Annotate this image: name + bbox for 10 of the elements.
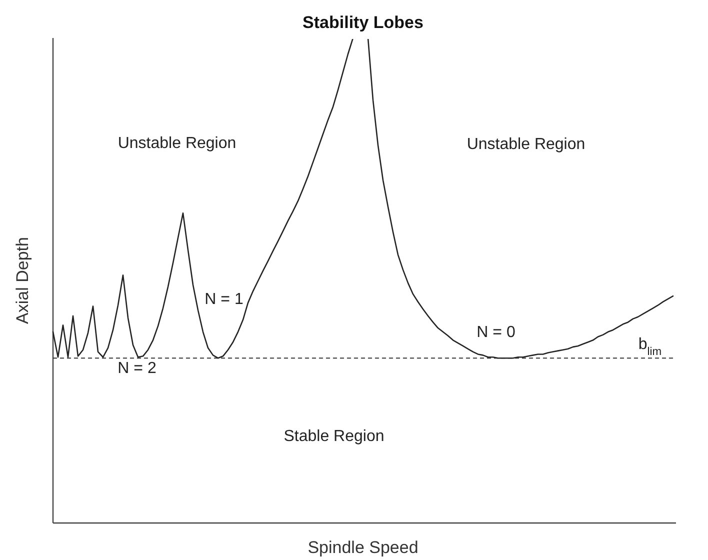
annotation: N = 0 [476, 324, 516, 341]
annotation: Unstable Region [466, 136, 586, 153]
annotation: Stable Region [284, 428, 384, 445]
chart-title: Stability Lobes [302, 13, 424, 32]
y-axis-title: Axial Depth [13, 237, 32, 324]
annotation: Unstable Region [118, 135, 236, 152]
ref-line-label: b$_{lim}$ [638, 336, 662, 358]
x-axis-title: Spindle Speed [308, 538, 418, 557]
annotation: N = 2 [118, 360, 156, 377]
annotation: N = 1 [204, 291, 244, 308]
